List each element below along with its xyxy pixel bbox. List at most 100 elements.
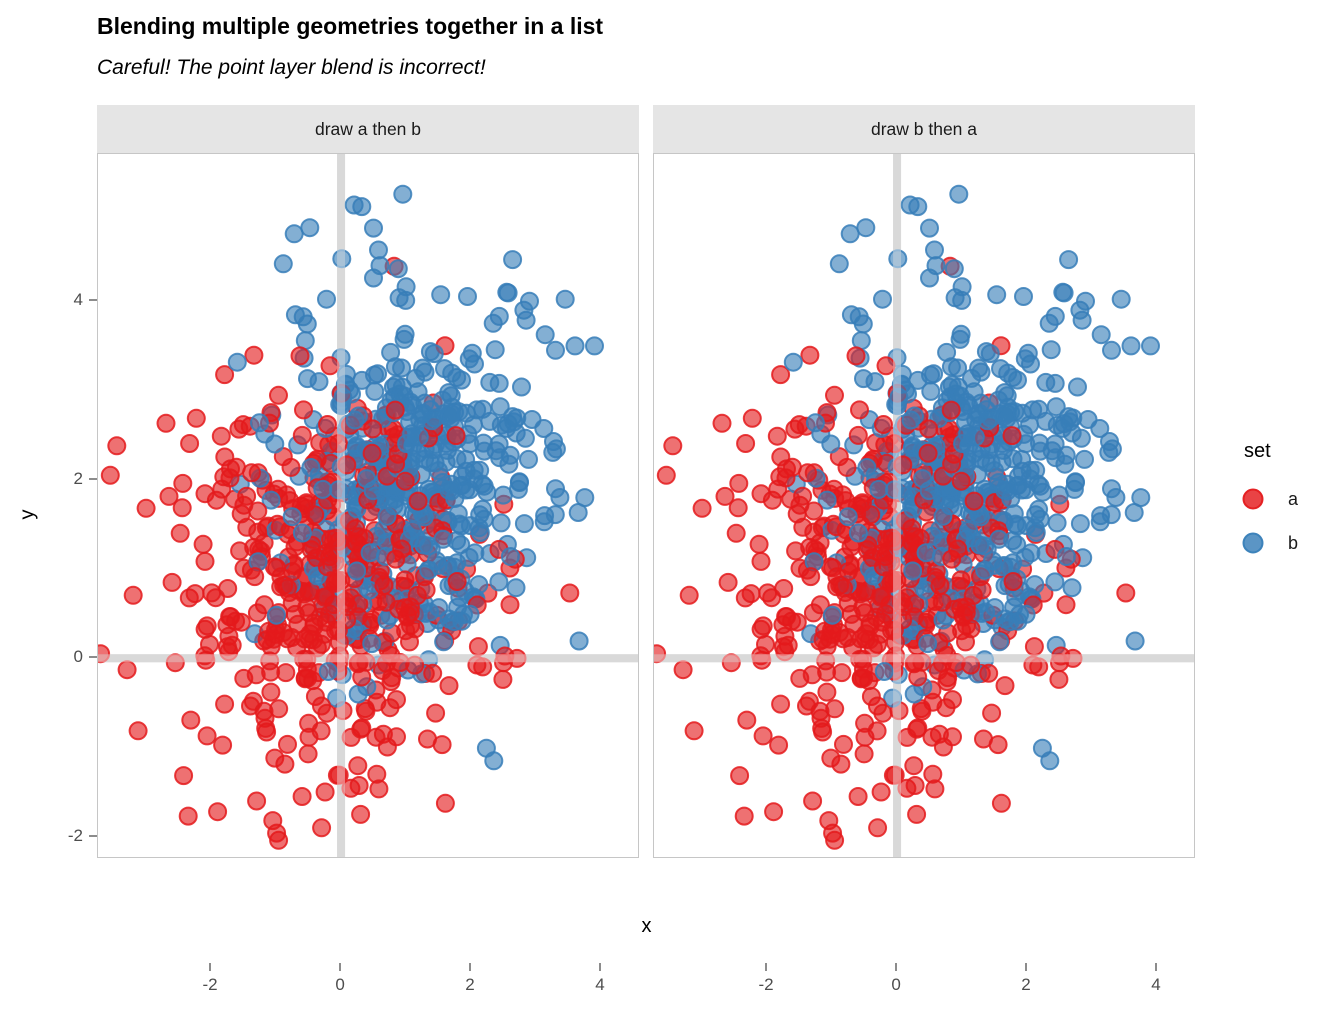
data-point	[544, 432, 563, 451]
data-point	[396, 277, 416, 297]
data-point	[465, 543, 485, 563]
data-point	[360, 543, 380, 563]
data-point	[873, 289, 892, 309]
data-point	[231, 612, 251, 632]
data-point	[395, 471, 415, 491]
data-point	[856, 218, 876, 238]
data-point	[793, 486, 813, 506]
data-point	[413, 358, 433, 378]
data-point	[919, 481, 939, 501]
data-point	[434, 632, 454, 652]
data-point	[805, 413, 825, 433]
x-tick-mark	[469, 963, 472, 971]
data-point	[854, 744, 874, 764]
data-point	[861, 505, 881, 525]
data-point	[1111, 289, 1131, 309]
data-point	[654, 644, 667, 664]
data-point	[174, 766, 194, 786]
y-tick-label: 2	[73, 468, 83, 488]
data-point	[318, 662, 338, 681]
data-point	[873, 557, 893, 577]
data-point	[318, 415, 337, 434]
data-point	[446, 426, 466, 446]
data-point	[829, 254, 849, 274]
data-point	[663, 436, 683, 456]
data-point	[282, 562, 302, 581]
data-point	[834, 734, 853, 754]
data-point	[975, 560, 995, 580]
data-point	[431, 285, 451, 305]
data-point	[822, 605, 842, 625]
data-point	[850, 649, 870, 669]
data-point	[988, 735, 1008, 755]
data-point	[786, 541, 806, 561]
x-tick-mark	[599, 963, 601, 971]
data-point	[326, 621, 346, 641]
data-point	[422, 411, 442, 431]
y-tick-label: 0	[73, 647, 83, 667]
data-point	[265, 748, 285, 768]
x-axis-ticks: -2 0 2 4	[97, 963, 639, 1009]
data-point	[162, 572, 182, 592]
x-axis-ticks: -2 0 2 4	[653, 963, 1195, 1009]
data-point	[244, 345, 264, 365]
data-point	[362, 443, 382, 463]
data-point	[803, 603, 823, 623]
data-point	[767, 426, 787, 446]
data-point	[337, 455, 357, 475]
data-point	[1049, 485, 1069, 505]
data-point	[304, 617, 324, 637]
data-point	[321, 529, 341, 549]
data-point	[918, 634, 938, 654]
data-point	[1040, 751, 1060, 771]
data-point	[1102, 340, 1121, 360]
data-point	[386, 454, 406, 474]
data-point	[903, 561, 923, 581]
data-point	[857, 458, 877, 477]
data-point	[1026, 523, 1046, 542]
data-point	[493, 669, 513, 689]
x-tick-mark	[765, 963, 768, 971]
data-point	[346, 532, 365, 552]
data-point	[951, 570, 971, 590]
data-point	[673, 660, 693, 680]
data-point	[1062, 578, 1082, 598]
data-point	[823, 823, 843, 843]
y-tick-mark	[89, 834, 97, 837]
data-point	[447, 449, 467, 469]
data-point	[838, 562, 858, 581]
data-point	[405, 619, 425, 639]
data-point	[853, 597, 873, 617]
data-point	[351, 804, 371, 824]
data-point	[128, 721, 148, 741]
data-point	[908, 197, 928, 217]
data-point	[1121, 336, 1141, 356]
data-point	[435, 793, 455, 813]
data-point	[117, 660, 137, 680]
data-point	[752, 650, 772, 670]
data-point	[741, 584, 761, 604]
data-point	[433, 529, 453, 549]
data-point	[490, 448, 510, 468]
data-point	[804, 501, 824, 521]
data-point	[826, 517, 846, 537]
data-point	[1045, 373, 1065, 393]
data-point	[369, 240, 388, 260]
data-point	[472, 474, 492, 494]
data-point	[248, 501, 268, 521]
data-point	[751, 551, 771, 571]
data-point	[749, 534, 769, 554]
data-point	[823, 558, 843, 578]
data-point	[1046, 397, 1066, 417]
scatter-points-layer	[98, 154, 638, 857]
data-point	[995, 480, 1015, 500]
data-point	[284, 224, 304, 244]
data-point	[920, 218, 939, 238]
data-point	[186, 408, 206, 428]
data-point	[294, 400, 313, 420]
data-point	[871, 782, 891, 802]
data-point	[885, 434, 904, 454]
data-point	[369, 779, 389, 799]
data-point	[803, 791, 823, 811]
data-point	[1029, 657, 1049, 677]
